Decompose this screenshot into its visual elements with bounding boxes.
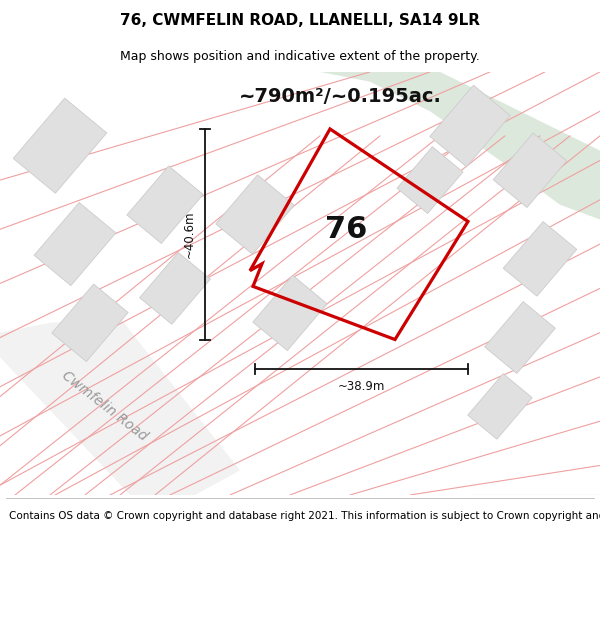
Polygon shape [397,147,463,214]
Text: Contains OS data © Crown copyright and database right 2021. This information is : Contains OS data © Crown copyright and d… [9,511,600,521]
Polygon shape [503,221,577,296]
Text: ~790m²/~0.195ac.: ~790m²/~0.195ac. [239,88,442,106]
Polygon shape [430,85,510,167]
Text: ~38.9m: ~38.9m [338,380,385,393]
Text: 76: 76 [325,215,368,244]
Polygon shape [468,374,532,439]
Polygon shape [140,253,211,324]
Text: Cwmfelin Road: Cwmfelin Road [59,369,151,444]
Polygon shape [485,302,556,374]
Polygon shape [127,166,203,244]
Polygon shape [34,202,116,286]
Polygon shape [216,175,294,254]
Polygon shape [320,72,600,219]
Polygon shape [52,284,128,361]
Polygon shape [0,318,240,495]
Polygon shape [493,133,567,208]
Polygon shape [13,98,107,193]
Text: 76, CWMFELIN ROAD, LLANELLI, SA14 9LR: 76, CWMFELIN ROAD, LLANELLI, SA14 9LR [120,12,480,28]
Text: Map shows position and indicative extent of the property.: Map shows position and indicative extent… [120,49,480,62]
Text: ~40.6m: ~40.6m [182,211,196,258]
Polygon shape [253,276,327,351]
